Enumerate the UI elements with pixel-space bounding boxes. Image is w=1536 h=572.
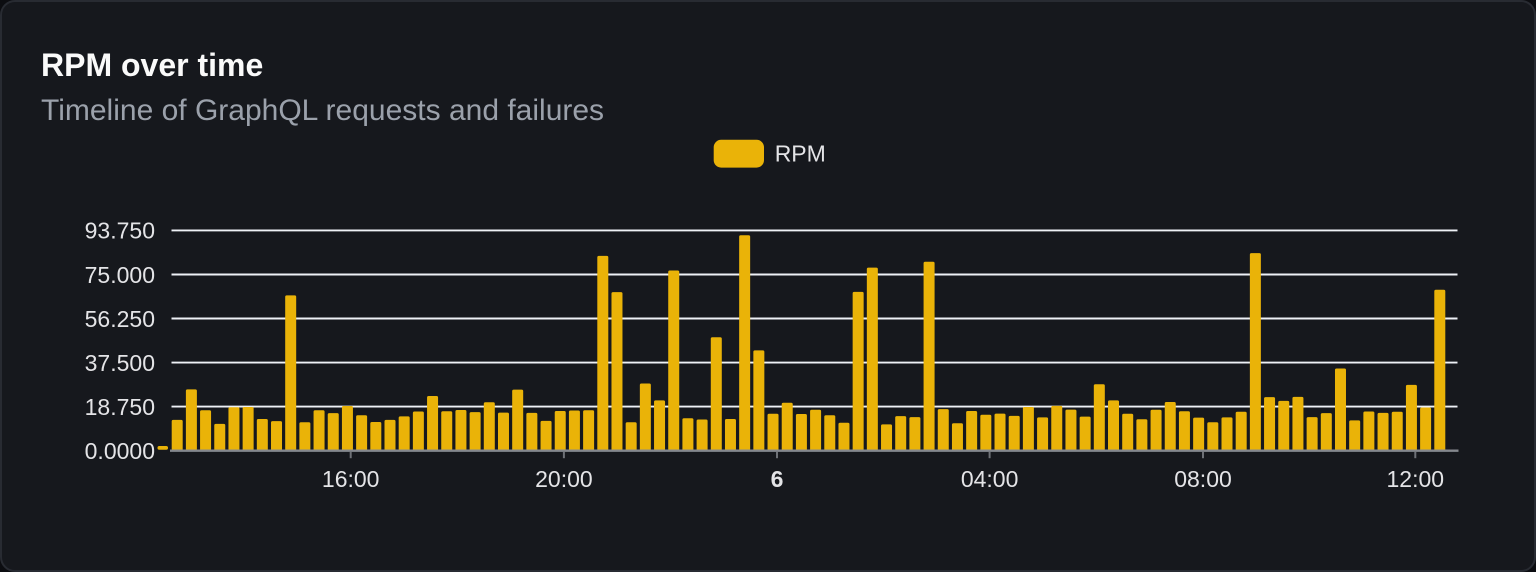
svg-text:6: 6 bbox=[771, 466, 784, 492]
svg-text:RPM: RPM bbox=[775, 141, 826, 167]
svg-text:20:00: 20:00 bbox=[535, 466, 593, 492]
svg-text:93.750: 93.750 bbox=[85, 218, 155, 244]
svg-text:75.000: 75.000 bbox=[85, 262, 155, 288]
svg-text:37.500: 37.500 bbox=[85, 350, 155, 376]
svg-text:18.750: 18.750 bbox=[85, 394, 155, 420]
svg-text:0.0000: 0.0000 bbox=[85, 438, 155, 464]
svg-text:04:00: 04:00 bbox=[961, 466, 1019, 492]
svg-text:56.250: 56.250 bbox=[85, 306, 155, 332]
svg-text:08:00: 08:00 bbox=[1174, 466, 1232, 492]
svg-text:16:00: 16:00 bbox=[322, 466, 380, 492]
svg-text:12:00: 12:00 bbox=[1387, 466, 1445, 492]
